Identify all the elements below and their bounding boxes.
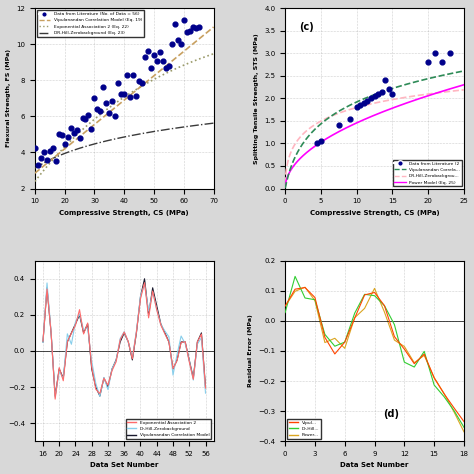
Point bbox=[162, 64, 170, 71]
Point bbox=[118, 90, 125, 98]
Point bbox=[147, 64, 155, 72]
Point bbox=[136, 77, 143, 84]
Point bbox=[346, 115, 353, 122]
Point bbox=[374, 90, 382, 98]
Point bbox=[439, 58, 447, 66]
Point bbox=[371, 92, 378, 100]
Point bbox=[52, 158, 59, 165]
Point bbox=[153, 57, 161, 65]
Point bbox=[174, 36, 182, 43]
Y-axis label: Residual Error (MPa): Residual Error (MPa) bbox=[248, 315, 253, 387]
Point bbox=[70, 129, 77, 137]
Point bbox=[177, 40, 185, 48]
Point bbox=[46, 147, 54, 155]
Point bbox=[55, 130, 63, 137]
Text: (c): (c) bbox=[300, 22, 314, 33]
Point bbox=[64, 133, 72, 141]
Point bbox=[159, 58, 167, 65]
Point bbox=[129, 71, 137, 79]
X-axis label: Data Set Number: Data Set Number bbox=[340, 463, 409, 468]
Point bbox=[378, 88, 385, 95]
Point bbox=[165, 62, 173, 70]
Point bbox=[150, 51, 158, 58]
Point bbox=[335, 121, 343, 129]
Point bbox=[79, 114, 86, 122]
Point bbox=[73, 126, 81, 134]
Point bbox=[34, 161, 42, 169]
X-axis label: Data Set Number: Data Set Number bbox=[90, 463, 158, 468]
X-axis label: Compressive Strength, CS (MPa): Compressive Strength, CS (MPa) bbox=[310, 210, 439, 216]
Point bbox=[109, 98, 116, 105]
Point bbox=[183, 28, 191, 36]
Point bbox=[31, 144, 38, 152]
Point bbox=[111, 112, 119, 119]
Point bbox=[123, 72, 131, 79]
Point bbox=[156, 48, 164, 56]
Legend: Data from Literature (2, Vipulanandan Correla..., DR-Hill-Zerobackgrou..., Power: Data from Literature (2, Vipulanandan Co… bbox=[392, 160, 462, 186]
Point bbox=[431, 49, 439, 57]
Point bbox=[85, 111, 92, 119]
Point bbox=[40, 148, 47, 156]
Point bbox=[356, 101, 364, 109]
Point bbox=[313, 140, 321, 147]
Point bbox=[97, 108, 104, 115]
Point bbox=[120, 91, 128, 98]
Point bbox=[382, 76, 389, 84]
Point bbox=[43, 156, 51, 164]
Legend: Data from Literature (No. of Data = 56), Vipulanandan Correlation Model (Eq. 19): Data from Literature (No. of Data = 56),… bbox=[37, 10, 144, 37]
Y-axis label: Flexural Strength, FS (MPa): Flexural Strength, FS (MPa) bbox=[6, 49, 10, 147]
Point bbox=[94, 105, 101, 113]
Point bbox=[91, 94, 98, 101]
Point bbox=[186, 27, 193, 35]
X-axis label: Compressive Strength, CS (MPa): Compressive Strength, CS (MPa) bbox=[59, 210, 189, 216]
Point bbox=[353, 103, 360, 111]
Point bbox=[360, 99, 368, 107]
Point bbox=[171, 20, 179, 28]
Point bbox=[100, 83, 107, 91]
Point bbox=[144, 47, 152, 55]
Point bbox=[317, 137, 325, 145]
Point bbox=[189, 23, 197, 31]
Point bbox=[76, 135, 83, 142]
Point bbox=[82, 115, 89, 123]
Point bbox=[385, 85, 392, 93]
Point bbox=[106, 109, 113, 117]
Point bbox=[49, 144, 56, 152]
Point bbox=[141, 53, 149, 60]
Point bbox=[446, 49, 454, 57]
Point bbox=[367, 94, 375, 102]
Legend: Vipul..., Dr-Hill..., Power...: Vipul..., Dr-Hill..., Power... bbox=[287, 419, 321, 439]
Point bbox=[192, 24, 200, 32]
Point bbox=[37, 154, 45, 162]
Y-axis label: Splitting Tensile Strength, STS (MPa): Splitting Tensile Strength, STS (MPa) bbox=[254, 33, 259, 164]
Point bbox=[127, 93, 134, 101]
Point bbox=[58, 131, 65, 139]
Point bbox=[132, 92, 140, 100]
Point bbox=[364, 97, 371, 104]
Point bbox=[102, 99, 110, 107]
Point bbox=[180, 16, 188, 24]
Point bbox=[67, 125, 74, 132]
Point bbox=[389, 90, 396, 98]
Point bbox=[115, 79, 122, 87]
Point bbox=[195, 23, 202, 31]
Legend: Exponential Association 2, Dr-Hill-Zerobackground, Vipulanandan Correlation Mode: Exponential Association 2, Dr-Hill-Zerob… bbox=[126, 419, 211, 439]
Point bbox=[61, 140, 68, 147]
Point bbox=[88, 125, 95, 133]
Text: (d): (d) bbox=[383, 409, 400, 419]
Point bbox=[424, 58, 432, 66]
Point bbox=[168, 40, 176, 47]
Point bbox=[138, 79, 146, 87]
